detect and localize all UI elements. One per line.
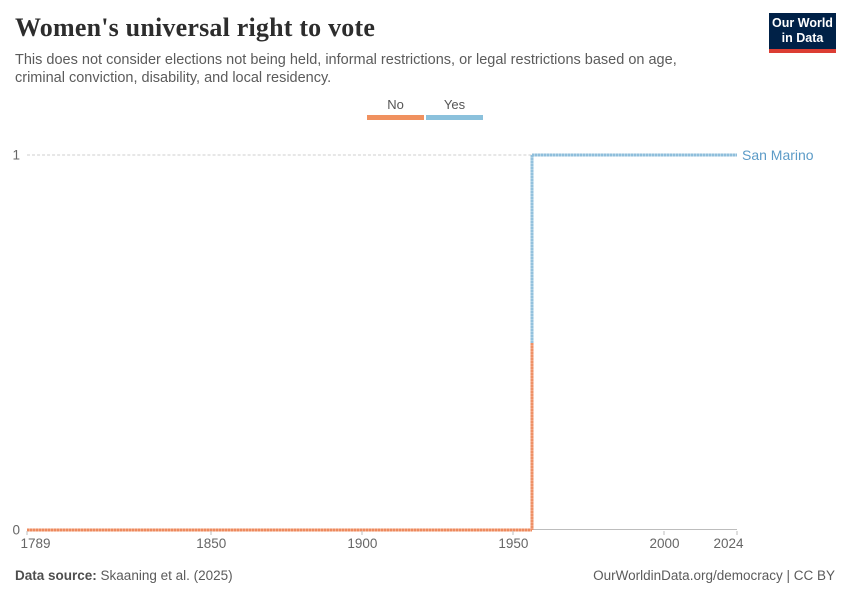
data-source-label: Data source: <box>15 568 97 583</box>
legend-item-no[interactable]: No <box>367 97 424 120</box>
riser-top-segment <box>530 155 534 343</box>
subtitle-line-1: This does not consider elections not bei… <box>15 52 677 68</box>
legend-label-no: No <box>387 97 404 112</box>
entity-label-san-marino[interactable]: San Marino <box>742 147 814 163</box>
x-axis-label-1789: 1789 <box>20 536 51 551</box>
subtitle-line-2: criminal conviction, disability, and loc… <box>15 69 332 86</box>
plot-area: San Marino 1789 1850 1900 1950 2000 2024 <box>20 147 813 551</box>
series-line-riser[interactable] <box>530 155 534 530</box>
credit-link[interactable]: OurWorldinData.org/democracy | CC BY <box>593 568 835 583</box>
riser-bottom-segment <box>530 342 534 530</box>
legend-label-yes: Yes <box>443 97 466 112</box>
x-axis-label-1900: 1900 <box>347 536 378 551</box>
x-axis-tick-2024 <box>736 531 738 535</box>
x-axis-tick-1850 <box>210 531 212 535</box>
footer: Data source: Skaaning et al. (2025) OurW… <box>15 568 835 583</box>
legend-swatch-yes <box>426 115 483 120</box>
legend-swatch-no <box>367 115 424 120</box>
x-axis-label-2024: 2024 <box>713 536 744 551</box>
x-axis-tick-1789 <box>26 531 28 535</box>
gridline-y1 <box>27 154 737 156</box>
owid-logo[interactable]: Our World in Data <box>769 13 836 53</box>
x-axis-tick-2000 <box>663 531 665 535</box>
series-line-no[interactable] <box>27 528 532 532</box>
x-axis-label-1850: 1850 <box>196 536 227 551</box>
x-axis-tick-1950 <box>512 531 514 535</box>
data-source: Data source: Skaaning et al. (2025) <box>15 568 233 583</box>
series-line-yes[interactable] <box>531 153 737 157</box>
y-axis-label-0: 0 <box>12 522 20 538</box>
y-axis-label-1: 1 <box>12 147 20 163</box>
page-title: Women's universal right to vote <box>15 13 376 42</box>
legend-item-yes[interactable]: Yes <box>426 97 483 120</box>
x-axis-label-1950: 1950 <box>498 536 529 551</box>
data-source-value: Skaaning et al. (2025) <box>100 568 233 583</box>
owid-logo-line-2: in Data <box>781 31 824 45</box>
owid-logo-line-1: Our World <box>772 16 833 30</box>
chart-subtitle: This does not consider elections not bei… <box>15 52 677 87</box>
x-axis-tick-1900 <box>361 531 363 535</box>
x-axis-label-2000: 2000 <box>649 536 680 551</box>
legend: No Yes <box>0 97 850 120</box>
